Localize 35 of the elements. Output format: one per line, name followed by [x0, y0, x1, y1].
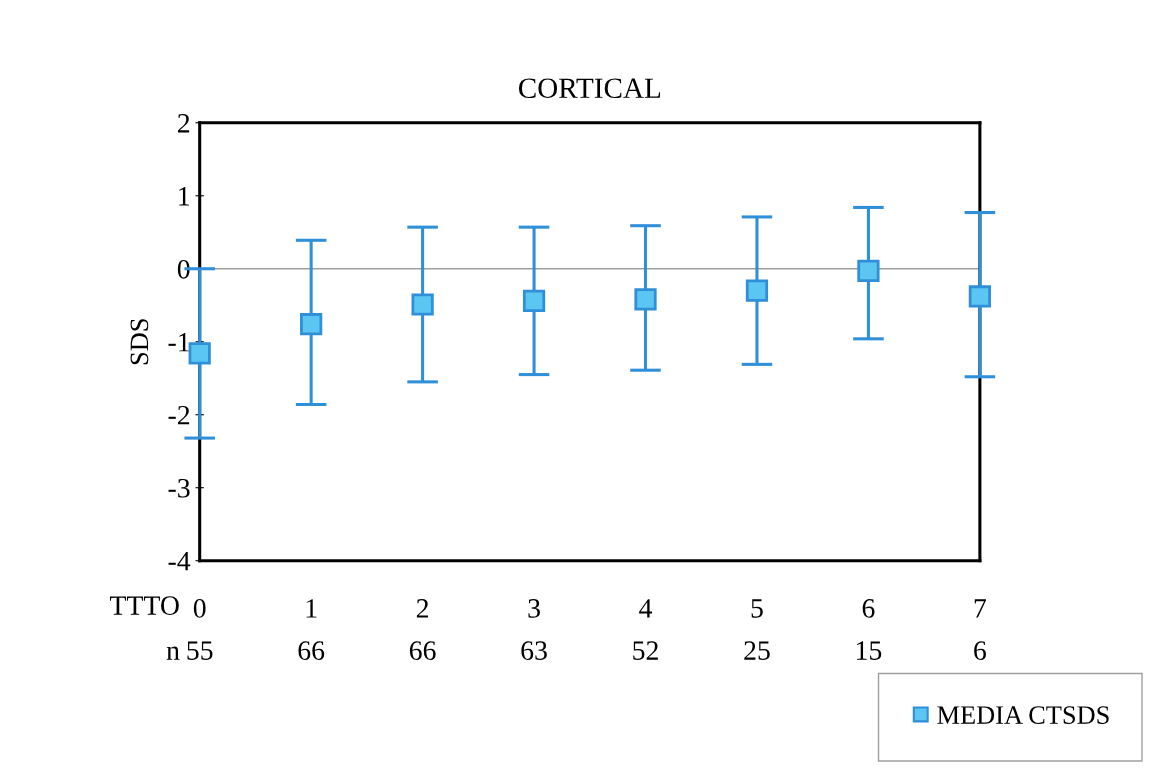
x-tick-label: 1 [306, 599, 317, 618]
x-tick-label: 3 [528, 599, 540, 618]
x-tick-label: 0 [193, 599, 206, 618]
x-tick-label: 5 [751, 599, 763, 618]
text: 25 [744, 641, 770, 660]
point [968, 285, 991, 308]
y-axis-title: SDS [130, 319, 149, 365]
point [634, 288, 657, 311]
text: 52 [633, 641, 658, 660]
y-tick-label: -4 [168, 552, 191, 571]
point [857, 259, 880, 283]
x-tick-label: 7 [974, 599, 987, 618]
x-tick-label: 4 [639, 599, 653, 618]
point [411, 293, 434, 316]
x-tick-label: 2 [416, 599, 429, 618]
text: n [166, 646, 180, 660]
chart-title: CORTICAL [518, 78, 661, 99]
text: 15 [856, 641, 882, 660]
legend-label: MEDIA CTSDS [937, 706, 1109, 724]
y-tick-label: -2 [168, 405, 190, 425]
point [745, 279, 769, 302]
y-tick-label: 2 [177, 114, 190, 133]
x-tick-label: 6 [862, 599, 875, 618]
point [300, 313, 323, 336]
text: 66 [298, 641, 325, 660]
point [188, 342, 211, 365]
y-tick-label: 1 [179, 187, 189, 206]
point [522, 289, 546, 312]
text: 55 [187, 641, 213, 660]
text: 66 [409, 641, 436, 660]
y-tick-label: -1 [168, 333, 189, 352]
text: TTTO [109, 596, 179, 615]
text: 6 [974, 641, 986, 660]
y-tick-label: -3 [168, 478, 190, 498]
text: 63 [521, 641, 547, 660]
